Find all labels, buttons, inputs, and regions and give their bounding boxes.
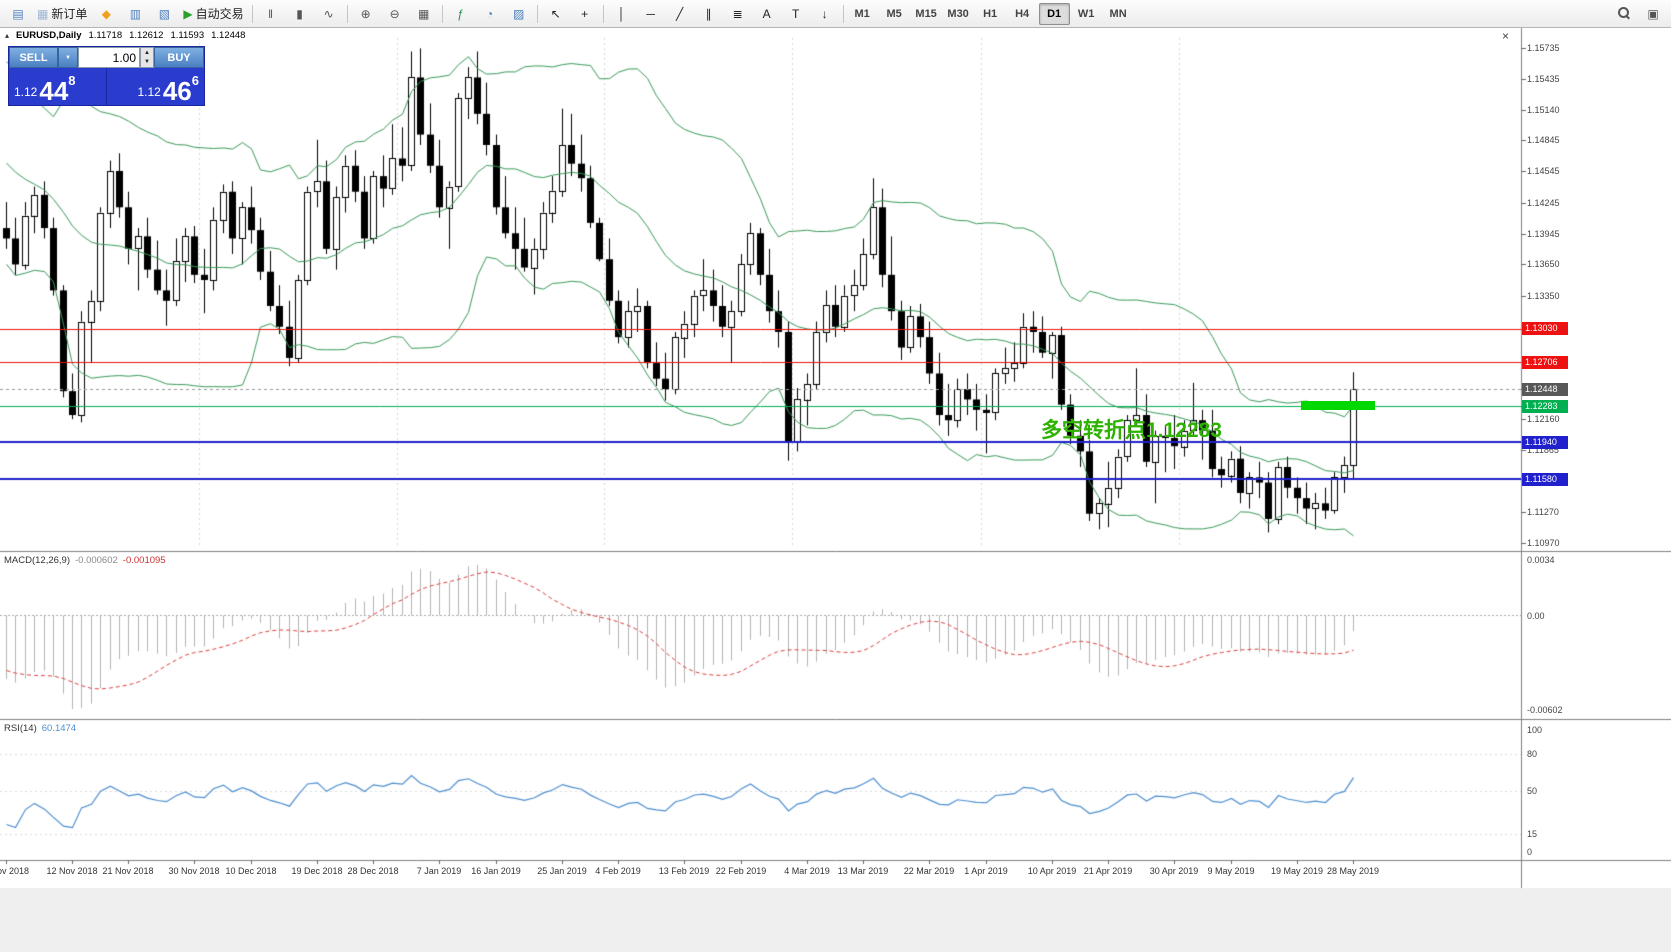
timeframe-m1-button[interactable]: M1 — [854, 7, 870, 20]
fibonacci-retracement-button[interactable]: ≣ — [724, 2, 752, 26]
buy-price-big: 46 — [162, 75, 192, 106]
new-order-button[interactable]: ▦ 新订单 — [33, 2, 91, 26]
text-label-icon: T — [791, 6, 800, 21]
text-button[interactable]: A — [753, 2, 781, 26]
trendline-icon: ╱ — [675, 6, 684, 21]
sell-price-big: 44 — [39, 75, 69, 106]
auto-trading-label: 自动交易 — [195, 7, 244, 21]
line-chart-button[interactable]: ∿ — [315, 2, 343, 26]
toolbar-separator — [536, 4, 538, 23]
crosshair-button[interactable]: + — [571, 2, 599, 26]
buy-button[interactable]: BUY — [154, 47, 204, 68]
rectangle-object[interactable] — [1301, 401, 1375, 410]
equidistant-channel-icon: ∥ — [705, 6, 712, 21]
volume-decrease-icon[interactable]: ▼ — [144, 59, 150, 66]
market-watch-button[interactable]: ▥ — [121, 2, 149, 26]
toolbar-right-buttons: ▣ — [1610, 2, 1667, 26]
auto-trading-icon: ▶ — [183, 6, 193, 21]
sell-button[interactable]: SELL — [9, 47, 58, 68]
timeframe-mn-button[interactable]: MN — [1109, 7, 1127, 20]
bar-chart-button[interactable]: ‖ — [257, 2, 285, 26]
timeframe-h4-button[interactable]: H4 — [1015, 7, 1030, 20]
trade-controls-row: SELL ▼ 1.00 ▲ ▼ BUY — [9, 47, 204, 68]
zoom-out-icon: ⊖ — [389, 6, 400, 21]
trendline-button[interactable]: ╱ — [666, 2, 694, 26]
sell-price-sup: 8 — [68, 73, 76, 88]
volume-spinner: ▲ ▼ — [140, 47, 154, 68]
data-window-button[interactable]: ▧ — [150, 2, 178, 26]
fibonacci-retracement-icon: ≣ — [732, 6, 743, 21]
timeframe-m15-button[interactable]: M15 — [915, 7, 937, 20]
text-icon: A — [762, 6, 771, 21]
candlestick-chart-icon: ▮ — [296, 6, 303, 21]
volume-increase-icon[interactable]: ▲ — [144, 49, 150, 56]
chevron-down-icon: ▼ — [65, 54, 71, 61]
periods-icon: ◔ — [485, 6, 494, 21]
toolbar-separator — [842, 4, 844, 23]
timeframe-toolbar: M1 M5 M15 M30 H1 H4 D1 W1 MN — [847, 2, 1134, 25]
tile-windows-button[interactable]: ▦ — [410, 2, 438, 26]
new-chart-icon: ▤ — [12, 6, 24, 21]
toolbar-separator — [251, 4, 253, 23]
zoom-out-button[interactable]: ⊖ — [381, 2, 409, 26]
chart-close-icon[interactable]: × — [1502, 29, 1510, 43]
sell-price-prefix: 1.12 — [14, 85, 38, 99]
vertical-line-icon: │ — [617, 6, 626, 21]
volume-dropdown-button[interactable]: ▼ — [58, 47, 78, 68]
arrange-windows-icon: ▣ — [1647, 6, 1659, 21]
arrows-icon: ↓ — [821, 6, 828, 21]
cursor-button[interactable]: ↖ — [542, 2, 570, 26]
search-button[interactable] — [1610, 2, 1638, 26]
bar-chart-icon: ‖ — [268, 6, 274, 21]
new-order-icon: ▦ — [37, 6, 49, 21]
vertical-line-button[interactable]: │ — [608, 2, 636, 26]
toolbar-separator — [441, 4, 443, 23]
auto-trading-button[interactable]: ▶ 自动交易 — [179, 2, 247, 26]
new-order-label: 新订单 — [51, 7, 88, 21]
zoom-in-icon: ⊕ — [360, 6, 371, 21]
metaquotes-icon: ◆ — [101, 6, 111, 21]
zoom-in-button[interactable]: ⊕ — [352, 2, 380, 26]
toolbar-separator — [346, 4, 348, 23]
templates-icon: ▨ — [512, 6, 525, 21]
buy-price-display[interactable]: 1.12 46 6 — [106, 68, 204, 105]
timeframe-h1-button[interactable]: H1 — [983, 7, 998, 20]
crosshair-icon: + — [581, 6, 589, 21]
templates-button[interactable]: ▨ — [505, 2, 533, 26]
cursor-icon: ↖ — [550, 6, 561, 21]
one-click-trading-panel: SELL ▼ 1.00 ▲ ▼ BUY 1.12 44 8 1.12 46 6 — [8, 46, 205, 106]
trade-prices-row: 1.12 44 8 1.12 46 6 — [9, 68, 204, 105]
indicators-list-button[interactable]: ƒ — [447, 2, 475, 26]
metaquotes-button[interactable]: ◆ — [92, 2, 120, 26]
market-watch-icon: ▥ — [129, 6, 142, 21]
horizontal-line-icon: ─ — [646, 6, 655, 21]
timeframe-m5-button[interactable]: M5 — [886, 7, 902, 20]
search-icon — [1617, 7, 1631, 20]
horizontal-line-button[interactable]: ─ — [637, 2, 665, 26]
line-chart-icon: ∿ — [323, 6, 334, 21]
buy-price-sup: 6 — [191, 73, 199, 88]
data-window-icon: ▧ — [158, 6, 171, 21]
arrange-windows-button[interactable]: ▣ — [1639, 2, 1667, 26]
text-label-button[interactable]: T — [782, 2, 810, 26]
timeframe-w1-button[interactable]: W1 — [1077, 7, 1095, 20]
new-chart-button[interactable]: ▤ — [4, 2, 32, 26]
arrows-button[interactable]: ↓ — [811, 2, 839, 26]
periods-button[interactable]: ◔ — [476, 2, 504, 26]
timeframe-d1-button[interactable]: D1 — [1038, 2, 1070, 25]
tile-windows-icon: ▦ — [417, 6, 430, 21]
annotation-text-object[interactable]: 多空转折点1.12283 — [1041, 419, 1222, 442]
sell-price-display[interactable]: 1.12 44 8 — [9, 68, 106, 105]
equidistant-channel-button[interactable]: ∥ — [695, 2, 723, 26]
timeframe-m30-button[interactable]: M30 — [947, 7, 969, 20]
toolbar-separator — [602, 4, 604, 23]
main-toolbar: ▤ ▦ 新订单 ◆ ▥ ▧ ▶ 自动交易 ‖ ▮ ∿ ⊕ ⊖ ▦ ƒ ◔ ▨ ↖ + │ ─ ╱ ∥ ≣ A T ↓ M1 M5 M15… — [0, 0, 1671, 28]
volume-input[interactable]: 1.00 — [78, 47, 140, 68]
toolbar-buttons: ▤ ▦ 新订单 ◆ ▥ ▧ ▶ 自动交易 ‖ ▮ ∿ ⊕ ⊖ ▦ ƒ ◔ ▨ ↖ + │ ─ ╱ ∥ ≣ A T ↓ — [4, 2, 847, 26]
candlestick-chart-button[interactable]: ▮ — [286, 2, 314, 26]
indicators-list-icon: ƒ — [457, 6, 464, 21]
buy-price-prefix: 1.12 — [137, 85, 161, 99]
